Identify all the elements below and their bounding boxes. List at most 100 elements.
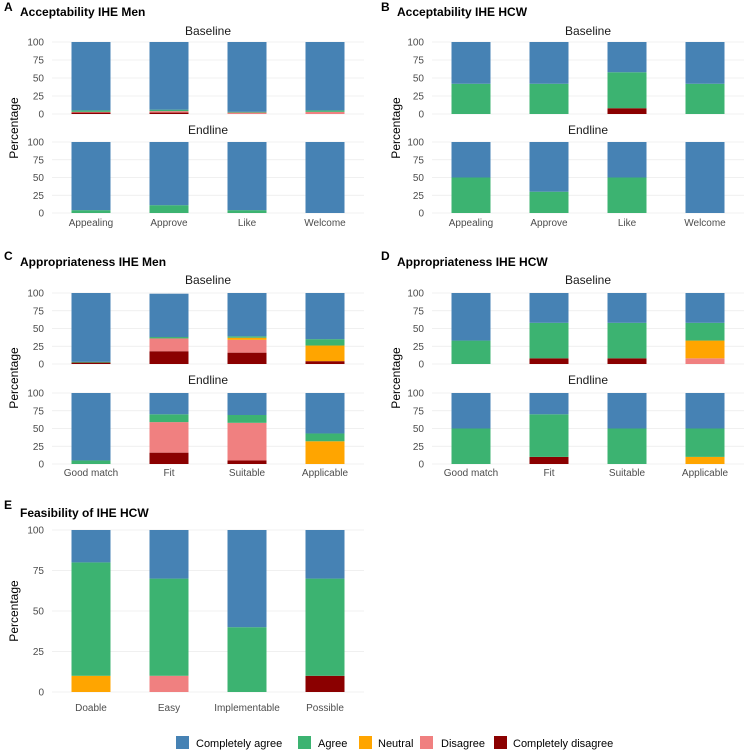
plot-area-c-endline: 0 25 50 75 100 Good match Fit Suitable Applicabl… xyxy=(27,389,364,479)
bar-fit-completely-agree xyxy=(529,293,569,323)
bar-fit-completely-disagree xyxy=(529,358,569,364)
bar-easy-completely-agree xyxy=(149,530,189,579)
facet-title-baseline: Baseline xyxy=(185,273,231,287)
bar-welcome-disagree xyxy=(305,111,345,114)
bar-appealing-disagree xyxy=(71,111,111,113)
y-tick-label: 75 xyxy=(33,406,45,417)
bar-applicable-agree xyxy=(685,322,725,341)
bar-applicable-agree xyxy=(685,428,725,457)
facet-title-baseline: Baseline xyxy=(565,273,611,287)
bar-applicable-completely-agree xyxy=(305,293,345,340)
bar-appealing-completely-agree xyxy=(71,42,111,111)
panel-b: B Acceptability IHE HCW Percentage Basel… xyxy=(381,0,744,229)
bar-applicable-neutral xyxy=(685,456,725,464)
bar-applicable-agree xyxy=(305,339,345,346)
plot-area-e: 0 25 50 75 100 Doable Easy Implementable Possibl… xyxy=(27,526,364,714)
bar-approve-disagree xyxy=(149,111,189,113)
bar-fit-disagree xyxy=(149,422,189,453)
bar-appealing-agree xyxy=(71,110,111,112)
bar-appealing-agree xyxy=(451,177,491,213)
bar-suitable-completely-agree xyxy=(607,293,647,323)
legend-label-completely-agree: Completely agree xyxy=(196,738,282,750)
bar-easy-agree xyxy=(149,578,189,676)
y-tick-label: 100 xyxy=(27,289,44,300)
legend-swatch-disagree xyxy=(420,736,433,749)
plot-area-a-endline: 0 25 50 75 100 Appealing Approve Like Welcome xyxy=(27,138,364,229)
panel-c: C Appropriateness IHE Men Percentage Bas… xyxy=(4,249,364,479)
y-tick-label: 75 xyxy=(413,406,425,417)
x-tick-label: Like xyxy=(238,218,257,229)
bar-approve-agree xyxy=(149,205,189,213)
x-tick-label: Good match xyxy=(444,468,498,479)
facet-title-endline: Endline xyxy=(568,373,608,387)
bar-like-disagree xyxy=(227,112,267,114)
x-tick-label: Good match xyxy=(64,468,118,479)
y-axis-label: Percentage xyxy=(7,347,21,409)
x-tick-label: Appealing xyxy=(69,218,113,229)
bar-appealing-completely-disagree xyxy=(71,112,111,114)
y-axis-label: Percentage xyxy=(7,580,21,642)
legend-label-neutral: Neutral xyxy=(378,738,413,750)
x-tick-label: Appealing xyxy=(449,218,493,229)
x-tick-label: Suitable xyxy=(229,468,266,479)
y-tick-label: 75 xyxy=(413,306,425,317)
plot-area-c-baseline: 0 25 50 75 100 xyxy=(27,289,364,371)
panel-letter: D xyxy=(381,249,390,263)
y-tick-label: 25 xyxy=(33,92,45,103)
legend-swatch-completely-disagree xyxy=(494,736,507,749)
bar-approve-completely-agree xyxy=(149,142,189,206)
y-tick-label: 25 xyxy=(33,191,45,202)
y-tick-label: 0 xyxy=(418,209,424,220)
bar-suitable-completely-agree xyxy=(227,393,267,416)
bar-like-completely-agree xyxy=(607,142,647,178)
bar-applicable-neutral xyxy=(685,340,725,359)
bar-approve-completely-agree xyxy=(149,42,189,110)
legend-swatch-neutral xyxy=(359,736,372,749)
bar-suitable-agree xyxy=(607,428,647,464)
y-tick-label: 50 xyxy=(413,424,425,435)
bar-suitable-completely-agree xyxy=(607,393,647,429)
legend: Completely agree Agree Neutral Disagree … xyxy=(176,736,613,750)
bar-fit-completely-disagree xyxy=(149,351,189,364)
bar-suitable-agree xyxy=(227,415,267,423)
x-tick-label: Applicable xyxy=(682,468,729,479)
x-tick-label: Welcome xyxy=(304,218,346,229)
x-tick-label: Easy xyxy=(158,703,180,714)
bar-possible-completely-disagree xyxy=(305,675,345,692)
plot-area-d-endline: 0 25 50 75 100 Good match Fit Suitable Applicabl… xyxy=(407,389,744,479)
bar-appealing-agree xyxy=(71,210,111,213)
y-tick-label: 25 xyxy=(413,442,425,453)
bar-suitable-completely-disagree xyxy=(607,358,647,364)
bar-good-match-agree xyxy=(71,361,111,363)
bar-applicable-completely-agree xyxy=(305,393,345,434)
bar-fit-completely-agree xyxy=(149,393,189,415)
y-tick-label: 25 xyxy=(33,442,45,453)
y-tick-label: 75 xyxy=(33,155,45,166)
legend-label-completely-disagree: Completely disagree xyxy=(513,738,613,750)
bar-applicable-neutral xyxy=(305,345,345,362)
bar-approve-agree xyxy=(149,109,189,112)
bar-appealing-agree xyxy=(451,83,491,114)
y-tick-label: 50 xyxy=(33,324,45,335)
legend-label-agree: Agree xyxy=(318,738,347,750)
bar-suitable-disagree xyxy=(227,422,267,461)
legend-swatch-agree xyxy=(298,736,311,749)
y-tick-label: 50 xyxy=(33,173,45,184)
bar-possible-completely-agree xyxy=(305,530,345,579)
bar-good-match-completely-agree xyxy=(71,393,111,461)
bar-approve-completely-agree xyxy=(529,42,569,84)
bar-good-match-completely-disagree xyxy=(71,362,111,364)
y-tick-label: 75 xyxy=(413,155,425,166)
bar-good-match-completely-agree xyxy=(451,293,491,341)
bar-like-completely-disagree xyxy=(607,108,647,114)
y-tick-label: 100 xyxy=(27,389,44,400)
x-tick-label: Like xyxy=(618,218,637,229)
bar-applicable-completely-disagree xyxy=(305,361,345,364)
y-tick-label: 25 xyxy=(413,191,425,202)
bar-welcome-completely-agree xyxy=(305,42,345,111)
bar-like-agree xyxy=(227,111,267,113)
y-tick-label: 75 xyxy=(33,566,45,577)
bar-possible-agree xyxy=(305,578,345,676)
bar-fit-completely-disagree xyxy=(529,456,569,464)
